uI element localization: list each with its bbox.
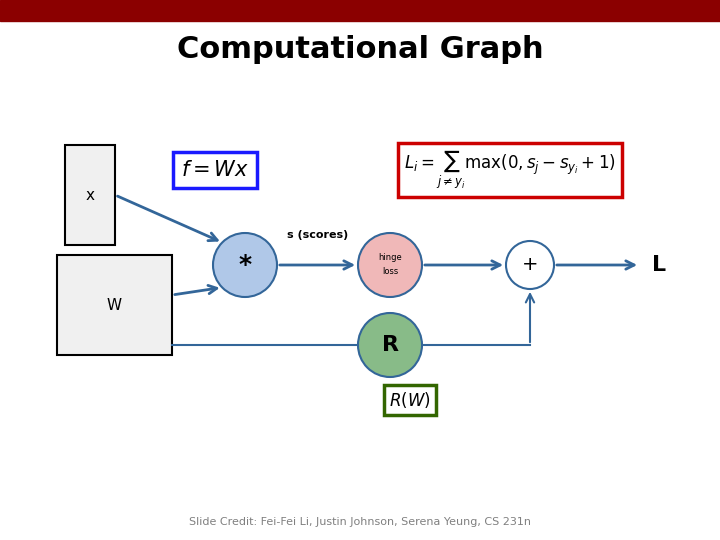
Text: *: * [238, 253, 251, 277]
Text: loss: loss [382, 267, 398, 276]
Bar [65, 145, 115, 245]
Circle shape [358, 233, 422, 297]
Text: Slide Credit: Fei-Fei Li, Justin Johnson, Serena Yeung, CS 231n: Slide Credit: Fei-Fei Li, Justin Johnson… [189, 517, 531, 527]
Text: $L_i = \sum_{j \neq y_i} \max(0, s_j - s_{y_i} + 1)$: $L_i = \sum_{j \neq y_i} \max(0, s_j - s… [404, 148, 616, 192]
Bar [0, 0, 720, 21]
Text: $f = Wx$: $f = Wx$ [181, 160, 249, 180]
Circle shape [358, 313, 422, 377]
Text: Computational Graph: Computational Graph [176, 36, 544, 64]
Text: $R(W)$: $R(W)$ [390, 390, 431, 410]
Circle shape [213, 233, 277, 297]
Text: +: + [522, 255, 539, 274]
Text: W: W [107, 298, 122, 313]
Text: s (scores): s (scores) [287, 230, 348, 240]
Text: L: L [652, 255, 666, 275]
Bar [57, 255, 172, 355]
Text: R: R [382, 335, 398, 355]
Text: hinge: hinge [378, 253, 402, 262]
Text: x: x [86, 187, 94, 202]
Circle shape [506, 241, 554, 289]
